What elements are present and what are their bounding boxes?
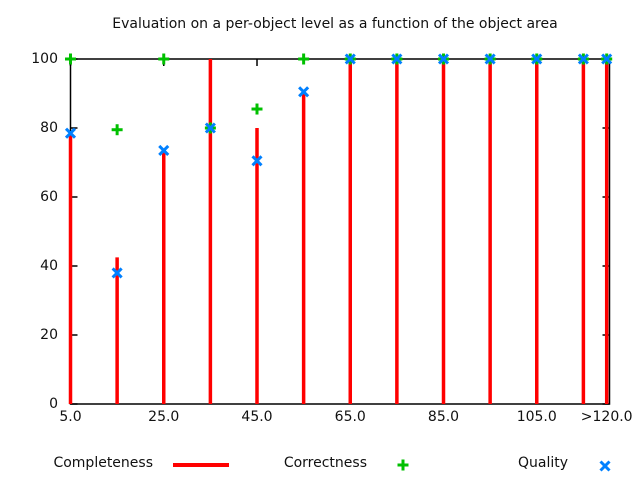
- x-tick-label: 25.0: [148, 409, 180, 425]
- x-marker-quality: [484, 53, 496, 65]
- y-tick-label: 0: [49, 396, 58, 412]
- plus-marker-icon: [397, 459, 409, 471]
- x-marker-quality: [298, 86, 310, 98]
- x-tick-label: 5.0: [59, 409, 82, 425]
- y-tick-label: 100: [31, 51, 58, 67]
- y-tick-label: 40: [40, 258, 58, 274]
- x-marker-icon: [599, 460, 611, 472]
- x-tick-label: 65.0: [334, 409, 366, 425]
- legend-line-sample-icon: [173, 463, 229, 467]
- x-tick-label: 105.0: [516, 409, 557, 425]
- x-marker-quality: [251, 155, 263, 167]
- x-marker-quality: [601, 53, 613, 65]
- x-marker-quality: [64, 127, 77, 139]
- x-marker-quality: [531, 53, 543, 65]
- legend-label-correctness: Correctness: [283, 455, 367, 471]
- chart-title: Evaluation on a per-object level as a fu…: [112, 16, 558, 32]
- x-marker-quality: [204, 122, 216, 134]
- x-tick-label: 85.0: [427, 409, 460, 425]
- x-marker-quality: [437, 53, 450, 65]
- plot-border: [69, 58, 611, 405]
- x-marker-quality: [111, 267, 123, 279]
- y-tick-label: 60: [40, 189, 58, 205]
- x-marker-quality: [391, 53, 403, 65]
- x-tick-label: >120.0: [580, 409, 633, 425]
- y-tick-label: 20: [40, 327, 58, 343]
- legend-label-quality: Quality: [517, 455, 568, 471]
- y-tick-label: 80: [40, 120, 58, 136]
- x-tick-label: 45.0: [241, 409, 273, 425]
- x-marker-quality: [577, 53, 589, 65]
- x-marker-quality: [344, 53, 356, 65]
- legend-label-completeness: Completeness: [53, 455, 153, 471]
- x-marker-quality: [158, 144, 170, 156]
